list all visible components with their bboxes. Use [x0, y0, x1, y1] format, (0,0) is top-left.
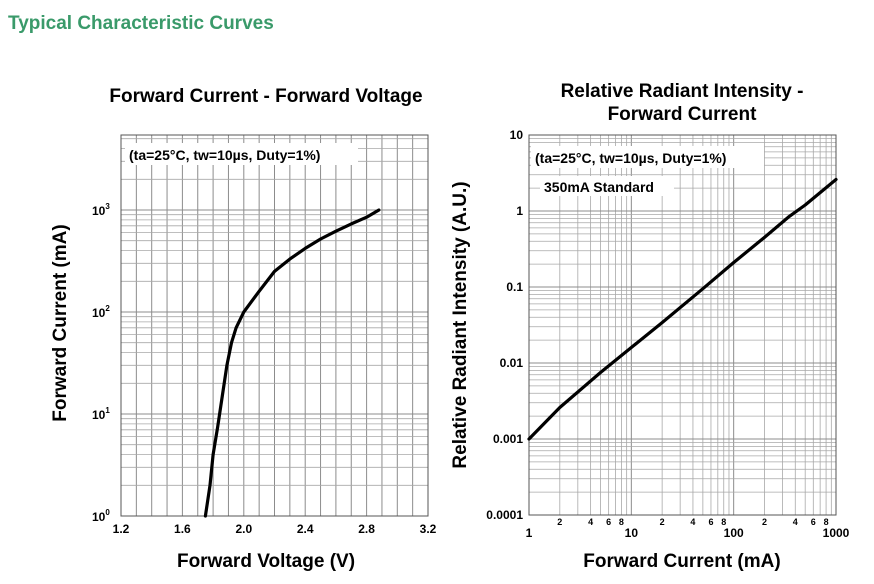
chart1-xtick: 3.2 — [420, 522, 437, 536]
chart1-xtick: 2.0 — [235, 522, 252, 536]
chart1-annotation: (ta=25°C, tw=10µs, Duty=1%) — [129, 147, 320, 163]
chart1-ytick: 101 — [92, 406, 110, 422]
chart1-ylabel: Forward Current (mA) — [50, 224, 71, 421]
chart2-annotation-bg — [531, 146, 764, 168]
chart2-ylabel: Relative Radiant Intensity (A.U.) — [450, 181, 471, 468]
chart2-xtick: 100 — [724, 526, 744, 540]
chart2-xminor-tick: 6 — [708, 517, 713, 527]
chart1-xtick: 1.6 — [174, 522, 191, 536]
chart1-ytick: 100 — [92, 508, 110, 524]
chart2-xtick: 1000 — [823, 526, 850, 540]
chart2-xminor-tick: 4 — [588, 517, 593, 527]
chart2-xminor-tick: 4 — [690, 517, 695, 527]
chart2-annotation2-bg — [540, 176, 674, 196]
chart2-title-line2: Forward Current — [608, 104, 758, 125]
chart1-ytick: 102 — [92, 304, 110, 320]
chart2-annotation2: 350mA Standard — [544, 179, 654, 195]
chart2-frame — [528, 134, 837, 516]
chart2-ytick: 10 — [510, 128, 524, 142]
chart2-title: Relative Radiant Intensity - — [561, 81, 804, 102]
chart2-xminor-tick: 6 — [606, 517, 611, 527]
chart2-series — [527, 177, 838, 441]
chart2-ytick: 0.01 — [500, 356, 524, 370]
chart1-annotation-bg — [125, 143, 358, 165]
chart-forward-current-voltage: Forward Current - Forward Voltage 1.2 1.6… — [50, 86, 437, 572]
chart1-title: Forward Current - Forward Voltage — [109, 86, 422, 107]
chart2-xminor-tick: 2 — [660, 517, 665, 527]
chart2-xminor-tick: 8 — [721, 517, 726, 527]
chart1-series — [203, 208, 381, 518]
chart2-xminor-tick: 4 — [793, 517, 798, 527]
chart1-xlabel: Forward Voltage (V) — [177, 551, 355, 572]
chart2-ytick: 0.001 — [493, 432, 523, 446]
chart1-ytick: 103 — [92, 202, 110, 218]
chart2-ytick: 0.0001 — [486, 508, 523, 522]
chart2-annotation: (ta=25°C, tw=10µs, Duty=1%) — [535, 150, 726, 166]
chart2-xminor-tick: 2 — [762, 517, 767, 527]
chart1-frame — [120, 134, 429, 517]
chart2-xlabel: Forward Current (mA) — [583, 551, 780, 572]
chart2-curve — [527, 177, 838, 441]
chart1-xtick: 2.8 — [358, 522, 375, 536]
chart1-xtick: 1.2 — [113, 522, 130, 536]
chart1-grid — [120, 135, 429, 517]
chart1-xtick: 2.4 — [297, 522, 314, 536]
chart2-ytick: 1 — [516, 204, 523, 218]
chart-radiant-intensity-current: Relative Radiant Intensity - Forward Cur… — [450, 81, 850, 572]
chart1-curve — [203, 208, 381, 518]
chart1-ticks: 1.2 1.6 2.0 2.4 2.8 3.2 100 101 102 103 — [92, 202, 437, 536]
chart2-xminor-tick: 2 — [557, 517, 562, 527]
chart2-xtick: 10 — [625, 526, 639, 540]
chart2-xminor-tick: 6 — [811, 517, 816, 527]
chart2-xminor-tick: 8 — [619, 517, 624, 527]
chart2-xtick: 1 — [526, 526, 533, 540]
page-title: Typical Characteristic Curves — [8, 13, 274, 34]
chart2-ytick: 0.1 — [506, 280, 523, 294]
chart2-xminor-tick: 8 — [824, 517, 829, 527]
